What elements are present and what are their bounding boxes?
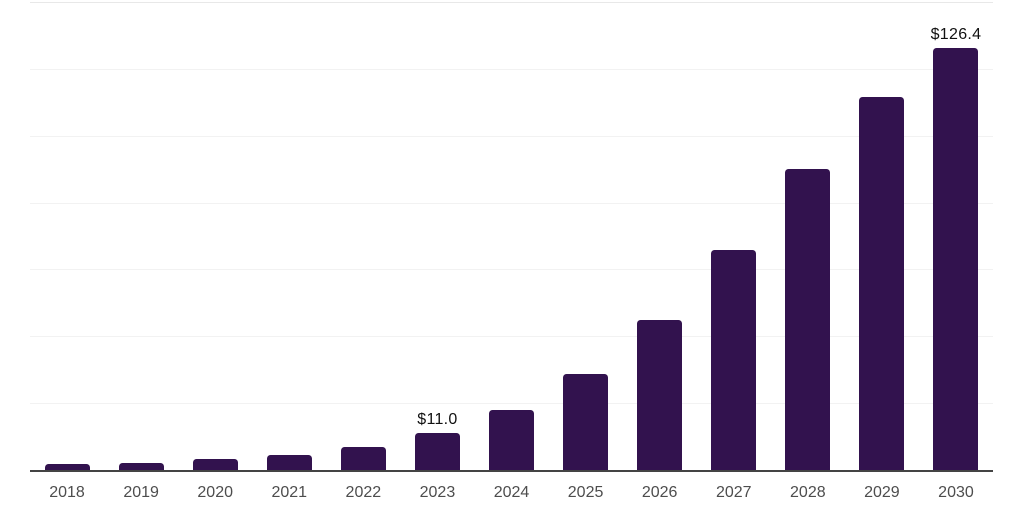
bar-slot-2022 (326, 2, 400, 470)
bar-value-label-2023: $11.0 (417, 411, 458, 429)
bar-2027 (711, 250, 757, 470)
x-tick-label-2019: 2019 (123, 484, 159, 501)
bar-2026 (637, 319, 683, 470)
x-tick-label-2029: 2029 (864, 484, 900, 501)
x-tick-label-2026: 2026 (641, 484, 678, 501)
bar-2025 (563, 373, 609, 470)
gridline-80 (30, 202, 993, 204)
gridline-20 (30, 403, 993, 405)
x-tick-label-2018: 2018 (49, 484, 85, 501)
x-tick-label-2021: 2021 (271, 484, 308, 501)
gridline-140 (30, 2, 993, 3)
bar-2018 (44, 464, 90, 470)
bar-slot-2027 (697, 2, 771, 470)
bar-slot-2019 (104, 2, 178, 470)
bar-2020 (192, 459, 238, 470)
bar-value-label-2030: $126.4 (930, 25, 982, 43)
bar-slot-2029 (845, 2, 919, 470)
bar-slot-2030: $126.4 (919, 2, 993, 470)
gridline-120 (30, 68, 993, 70)
x-tick-label-2028: 2028 (790, 484, 826, 501)
x-tick-label-2025: 2025 (567, 484, 604, 501)
bar-2023 (414, 433, 460, 470)
bar-2028 (785, 168, 831, 470)
bar-slot-2026 (623, 2, 697, 470)
bar-2022 (340, 446, 386, 470)
x-tick-label-2027: 2027 (715, 484, 752, 501)
plot-area: $11.0 $126.4 (30, 2, 993, 472)
x-tick-label-2030: 2030 (938, 484, 974, 501)
x-tick-label-2022: 2022 (345, 484, 382, 501)
bar-2029 (859, 97, 905, 470)
x-tick-label-2023: 2023 (419, 484, 456, 501)
bar-2024 (489, 409, 534, 470)
bar-slot-2021 (252, 2, 326, 470)
bar-slot-2024 (474, 2, 548, 470)
bar-2030 (933, 47, 979, 470)
gridline-60 (30, 269, 993, 271)
bar-2019 (118, 462, 164, 470)
gridline-100 (30, 135, 993, 137)
bar-slot-2023: $11.0 (400, 2, 474, 470)
bar-slot-2025 (549, 2, 623, 470)
gridlines (30, 2, 993, 470)
bar-slot-2020 (178, 2, 252, 470)
bars-container: $11.0 $126.4 (30, 2, 993, 470)
x-tick-label-2020: 2020 (197, 484, 233, 501)
x-tick-label-2024: 2024 (493, 484, 530, 501)
gridline-40 (30, 336, 993, 338)
x-axis-labels: 2018 2019 2020 2021 2022 2023 2024 2025 2026 2027… (30, 484, 993, 502)
bar-2021 (266, 455, 312, 470)
bar-slot-2028 (771, 2, 845, 470)
bar-slot-2018 (30, 2, 104, 470)
